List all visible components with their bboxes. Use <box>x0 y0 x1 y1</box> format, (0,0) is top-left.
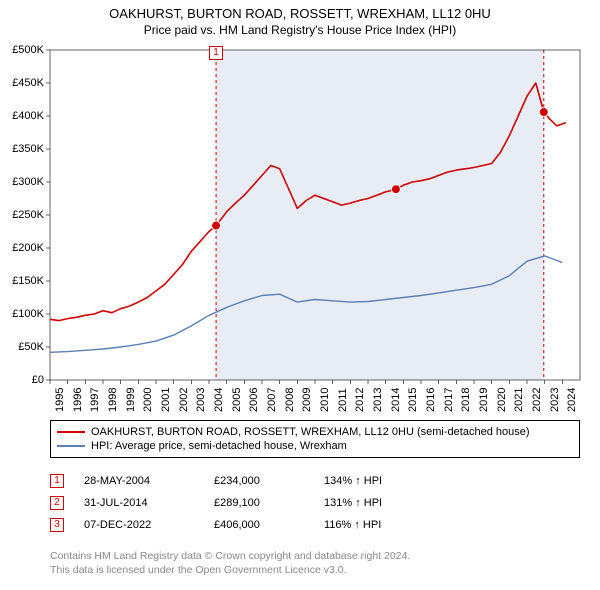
y-axis-label: £300K <box>12 176 44 188</box>
chart-subtitle: Price paid vs. HM Land Registry's House … <box>0 23 600 37</box>
sale-date: 07-DEC-2022 <box>84 519 194 531</box>
x-axis-label: 2016 <box>425 388 437 412</box>
footer-attribution: Contains HM Land Registry data © Crown c… <box>50 550 410 577</box>
chart-svg <box>50 50 580 380</box>
x-axis-label: 1997 <box>89 388 101 412</box>
x-axis-label: 2018 <box>460 388 472 412</box>
y-axis-label: £100K <box>12 308 44 320</box>
sale-date: 28-MAY-2004 <box>84 475 194 487</box>
x-axis-label: 2013 <box>372 388 384 412</box>
footer-line: This data is licensed under the Open Gov… <box>50 564 410 578</box>
sale-price: £406,000 <box>214 519 304 531</box>
legend-item: OAKHURST, BURTON ROAD, ROSSETT, WREXHAM,… <box>57 425 573 439</box>
footer-line: Contains HM Land Registry data © Crown c… <box>50 550 410 564</box>
x-axis-label: 2004 <box>213 388 225 412</box>
x-axis-label: 2001 <box>160 388 172 412</box>
x-axis-label: 2007 <box>266 388 278 412</box>
x-axis-label: 2024 <box>566 388 578 412</box>
x-axis-label: 2005 <box>231 388 243 412</box>
legend-item: HPI: Average price, semi-detached house,… <box>57 439 573 453</box>
legend-swatch <box>57 431 85 433</box>
x-axis-label: 2000 <box>142 388 154 412</box>
x-axis-label: 2015 <box>407 388 419 412</box>
table-row: 2 31-JUL-2014 £289,100 131% ↑ HPI <box>50 492 580 514</box>
sale-marker-box: 1 <box>209 46 223 60</box>
sale-number-box: 1 <box>50 474 64 488</box>
title-block: OAKHURST, BURTON ROAD, ROSSETT, WREXHAM,… <box>0 0 600 37</box>
y-axis-label: £50K <box>18 341 44 353</box>
x-axis-label: 2020 <box>496 388 508 412</box>
x-axis-label: 1999 <box>125 388 137 412</box>
legend-label: OAKHURST, BURTON ROAD, ROSSETT, WREXHAM,… <box>91 426 530 438</box>
x-axis-label: 2003 <box>195 388 207 412</box>
y-axis-label: £250K <box>12 209 44 221</box>
y-axis-label: £450K <box>12 77 44 89</box>
chart-title: OAKHURST, BURTON ROAD, ROSSETT, WREXHAM,… <box>0 6 600 21</box>
x-axis-label: 2002 <box>178 388 190 412</box>
x-axis-label: 1995 <box>54 388 66 412</box>
legend-swatch <box>57 445 85 447</box>
x-axis-label: 2010 <box>319 388 331 412</box>
x-axis-label: 2019 <box>478 388 490 412</box>
x-axis-label: 2009 <box>301 388 313 412</box>
x-axis-label: 2017 <box>443 388 455 412</box>
x-axis-label: 1998 <box>107 388 119 412</box>
sale-hpi: 134% ↑ HPI <box>324 475 444 487</box>
sale-date: 31-JUL-2014 <box>84 497 194 509</box>
x-axis-label: 2008 <box>284 388 296 412</box>
x-axis-label: 2023 <box>549 388 561 412</box>
legend-label: HPI: Average price, semi-detached house,… <box>91 440 347 452</box>
y-axis-label: £350K <box>12 143 44 155</box>
table-row: 3 07-DEC-2022 £406,000 116% ↑ HPI <box>50 514 580 536</box>
x-axis-label: 2012 <box>354 388 366 412</box>
x-axis-label: 2022 <box>531 388 543 412</box>
sale-hpi: 131% ↑ HPI <box>324 497 444 509</box>
sale-hpi: 116% ↑ HPI <box>324 519 444 531</box>
chart-plot-area: £0£50K£100K£150K£200K£250K£300K£350K£400… <box>50 50 580 380</box>
chart-container: OAKHURST, BURTON ROAD, ROSSETT, WREXHAM,… <box>0 0 600 590</box>
sale-number-box: 2 <box>50 496 64 510</box>
x-axis-label: 2011 <box>337 388 349 412</box>
sales-table: 1 28-MAY-2004 £234,000 134% ↑ HPI 2 31-J… <box>50 470 580 536</box>
y-axis-label: £150K <box>12 275 44 287</box>
sale-price: £234,000 <box>214 475 304 487</box>
sale-price: £289,100 <box>214 497 304 509</box>
legend-box: OAKHURST, BURTON ROAD, ROSSETT, WREXHAM,… <box>50 420 580 458</box>
x-axis-label: 2014 <box>390 388 402 412</box>
y-axis-label: £400K <box>12 110 44 122</box>
y-axis-label: £200K <box>12 242 44 254</box>
sale-number-box: 3 <box>50 518 64 532</box>
x-axis-label: 1996 <box>72 388 84 412</box>
table-row: 1 28-MAY-2004 £234,000 134% ↑ HPI <box>50 470 580 492</box>
x-axis-label: 2006 <box>248 388 260 412</box>
y-axis-label: £0 <box>32 374 44 386</box>
x-axis-label: 2021 <box>513 388 525 412</box>
y-axis-label: £500K <box>12 44 44 56</box>
